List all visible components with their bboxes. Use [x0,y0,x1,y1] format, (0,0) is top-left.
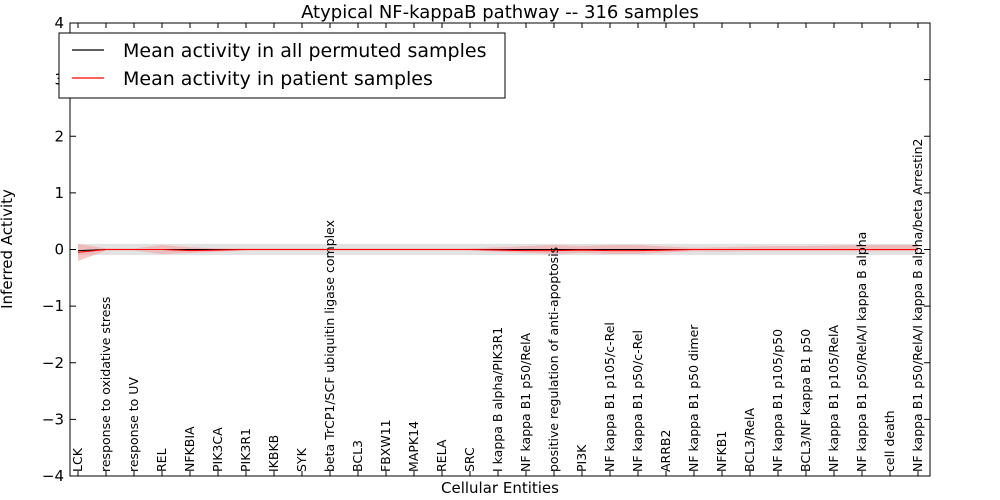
y-tick-label: −1 [42,297,64,315]
x-category-label: BCL3 [350,440,365,472]
y-tick-label: 1 [54,184,64,202]
y-axis-label: Inferred Activity [0,189,16,309]
x-category-label: PIK3CA [210,427,225,472]
x-category-label: REL [154,448,169,472]
x-category-label: NF kappa B1 p105/p50 [770,329,785,472]
series-lines [77,248,918,253]
x-axis-label: Cellular Entities [441,479,559,497]
x-axis-category-labels: LCK response to oxidative stress response … [70,23,925,476]
x-category-label: LCK [70,447,85,472]
band-series-1 [78,243,918,261]
x-category-label: RELA [434,439,449,472]
legend-label-patient: Mean activity in patient samples [123,68,433,90]
x-category-label: NF kappa B1 p105/RelA [826,325,841,472]
y-tick-label: 2 [54,127,64,145]
x-category-label: MAPK14 [406,421,421,472]
x-category-label: ARRB2 [658,430,673,472]
legend: Mean activity in all permuted samples Me… [58,32,506,99]
x-category-label: FBXW11 [378,419,393,472]
legend-box [58,32,506,99]
line-series-1 [77,248,918,253]
x-category-label: NF kappa B1 p50 dimer [686,324,701,472]
x-category-label: response to UV [126,377,141,472]
x-category-label: SYK [294,447,309,472]
x-category-label: NF kappa B1 p50/RelA [518,332,533,472]
x-category-label: PI3K [574,444,589,472]
x-category-label: PIK3R1 [238,428,253,472]
legend-label-permuted: Mean activity in all permuted samples [123,40,486,62]
x-category-label: NFKB1 [714,431,729,472]
x-category-label: NF kappa B1 p50/RelA/I kappa B alpha/bet… [910,139,925,473]
x-category-label: IKBKB [266,435,281,472]
y-tick-label: −2 [42,354,64,372]
x-category-label: NF kappa B1 p105/c-Rel [602,322,617,472]
x-category-label: response to oxidative stress [98,297,113,472]
chart-title: Atypical NF-kappaB pathway -- 316 sample… [301,2,699,23]
y-tick-label: 0 [54,241,64,259]
y-tick-label: −3 [42,410,64,428]
y-tick-label: 4 [54,14,64,32]
x-category-label: I kappa B alpha/PIK3R1 [490,327,505,472]
x-category-label: cell death [882,410,897,472]
x-category-label: positive regulation of anti-apoptosis [546,247,561,472]
y-tick-label: −4 [42,467,64,485]
x-category-label: NFKBIA [182,426,197,472]
x-category-label: NF kappa B1 p50/RelA/I kappa B alpha [854,232,869,472]
x-category-label: beta TrCP1/SCF ubiquitin ligase complex [322,220,337,472]
x-category-label: BCL3/NF kappa B1 p50 [798,329,813,472]
x-category-label: SRC [462,447,477,472]
x-category-label: NF kappa B1 p50/c-Rel [630,330,645,472]
x-category-label: BCL3/RelA [742,408,757,472]
